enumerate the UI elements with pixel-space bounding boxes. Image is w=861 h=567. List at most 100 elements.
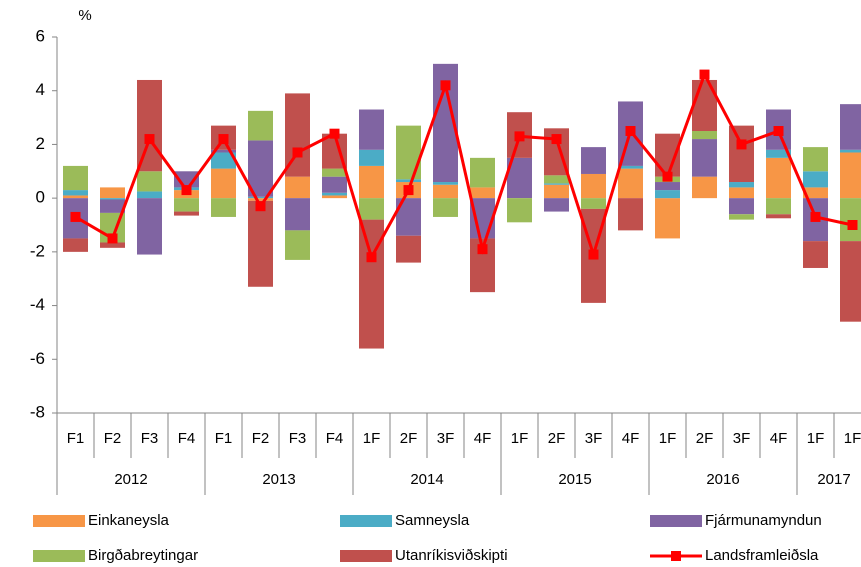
legend-label: Einkaneysla — [88, 512, 170, 529]
x-tick-label: 4F — [622, 430, 640, 447]
bar-segment — [248, 200, 273, 287]
x-tick-label: 1F — [363, 430, 381, 447]
bar-segment — [803, 187, 828, 199]
group-label: 2017 — [817, 471, 850, 488]
bar-segment — [322, 168, 347, 177]
x-tick-label: F3 — [289, 430, 307, 447]
line-marker — [366, 252, 377, 263]
legend-swatch — [33, 550, 85, 562]
bar-segment — [840, 241, 861, 322]
x-tick-label: F1 — [67, 430, 85, 447]
line-marker — [588, 249, 599, 260]
bar-segment — [285, 198, 310, 231]
line-marker — [699, 69, 710, 80]
bar-segment — [396, 235, 421, 263]
bar-segment — [63, 238, 88, 252]
bar-segment — [655, 190, 680, 199]
line-marker — [514, 131, 525, 142]
bar-segment — [248, 196, 273, 199]
bar-segment — [766, 149, 791, 158]
x-tick-label: 3F — [437, 430, 455, 447]
bar-segment — [63, 165, 88, 191]
bar-segment — [137, 198, 162, 255]
bar-segment — [359, 149, 384, 166]
x-tick-label: 2F — [400, 430, 418, 447]
line-marker — [810, 211, 821, 222]
bar-segment — [840, 198, 861, 242]
line-marker — [107, 233, 118, 244]
bar-segment — [248, 198, 273, 201]
x-tick-label: F2 — [104, 430, 122, 447]
bar-segment — [322, 195, 347, 199]
bar-segment — [396, 179, 421, 183]
bar-segment — [729, 214, 754, 220]
bar-segment — [285, 176, 310, 199]
x-tick-label: 3F — [585, 430, 603, 447]
bar-segment — [433, 182, 458, 185]
bar-segment — [544, 175, 569, 184]
bar-segment — [211, 198, 236, 217]
bar-segment — [63, 190, 88, 196]
line-marker — [551, 134, 562, 145]
x-tick-label: 2F — [548, 430, 566, 447]
bar-segment — [840, 152, 861, 199]
line-marker — [70, 211, 81, 222]
line-marker — [181, 185, 192, 196]
line-marker — [847, 220, 858, 230]
bar-segment — [359, 198, 384, 220]
legend-marker — [671, 551, 681, 561]
bar-segment — [433, 198, 458, 217]
bar-segment — [507, 198, 532, 223]
bar-segment — [618, 198, 643, 231]
group-label: 2016 — [706, 471, 739, 488]
bar-segment — [692, 176, 717, 199]
bar-segment — [137, 191, 162, 199]
bar-segment — [803, 241, 828, 268]
bar-segment — [729, 198, 754, 215]
bar-segment — [174, 198, 199, 212]
line-marker — [625, 126, 636, 136]
x-tick-label: F3 — [141, 430, 159, 447]
legend-swatch — [340, 550, 392, 562]
y-tick-label: 0 — [36, 188, 45, 207]
bar-segment — [100, 187, 125, 199]
bar-segment — [692, 139, 717, 177]
line-marker — [440, 80, 451, 91]
bar-segment — [396, 125, 421, 180]
bar-segment — [618, 168, 643, 199]
group-label: 2012 — [114, 471, 147, 488]
bar-segment — [470, 187, 495, 199]
bar-segment — [729, 182, 754, 188]
x-tick-label: 4F — [474, 430, 492, 447]
bar-segment — [433, 184, 458, 199]
bar-segment — [544, 198, 569, 212]
group-label: 2014 — [410, 471, 443, 488]
bar-segment — [359, 165, 384, 199]
bar-segment — [248, 110, 273, 141]
bar-segment — [137, 171, 162, 192]
bar-segment — [766, 214, 791, 219]
y-tick-label: -6 — [30, 349, 45, 368]
bar-segment — [322, 176, 347, 193]
bar-segment — [803, 147, 828, 172]
line-marker — [773, 126, 784, 136]
bar-segment — [137, 79, 162, 172]
bar-segment — [100, 199, 125, 213]
bar-segment — [100, 198, 125, 200]
bar-segment — [248, 140, 273, 197]
y-tick-label: 2 — [36, 134, 45, 153]
x-tick-label: F4 — [326, 430, 344, 447]
bar-segment — [211, 168, 236, 199]
bar-segment — [100, 242, 125, 248]
y-tick-label: 4 — [36, 80, 45, 99]
x-tick-label: 1F — [511, 430, 529, 447]
x-tick-label: 1F — [807, 430, 825, 447]
x-tick-label: 1F — [844, 430, 861, 447]
line-marker — [218, 134, 229, 145]
line-marker — [255, 201, 266, 212]
legend-swatch — [340, 515, 392, 527]
bar-segment — [544, 184, 569, 199]
line-marker — [403, 185, 414, 196]
line-marker — [144, 134, 155, 145]
